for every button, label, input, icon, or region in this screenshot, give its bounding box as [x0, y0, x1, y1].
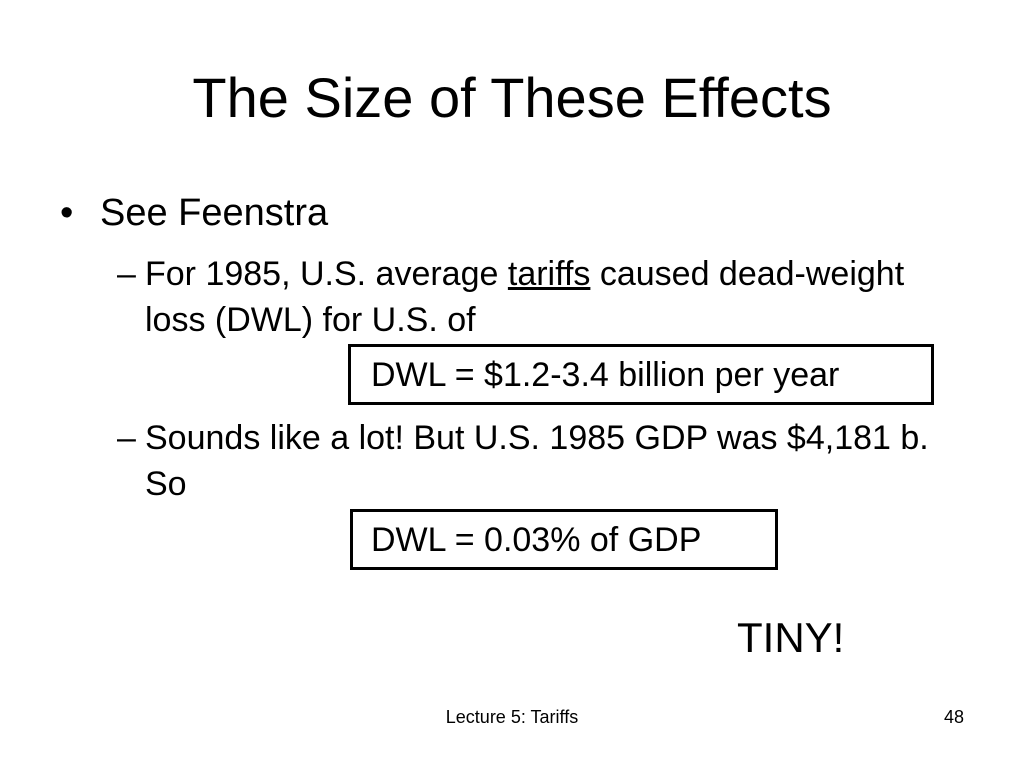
dash-icon: – [117, 419, 136, 457]
bullet-text: See Feenstra [100, 192, 329, 234]
dwl-billion-box: DWL = $1.2-3.4 billion per year [348, 344, 934, 405]
sub-bullet-1-before: For 1985, U.S. average [145, 255, 508, 293]
page-number: 48 [943, 707, 964, 727]
bullet-icon: • [60, 192, 74, 234]
sub-bullet-2: – Sounds like a lot! But U.S. 1985 GDP w… [117, 415, 937, 507]
bullet-item: • See Feenstra [60, 190, 328, 236]
footer-title: Lecture 5: Tariffs [445, 707, 579, 727]
dwl-gdp-box: DWL = 0.03% of GDP [350, 509, 778, 570]
tiny-callout: TINY! [737, 614, 845, 661]
sub-bullet-1: – For 1985, U.S. average tariffs caused … [117, 251, 937, 343]
tariffs-underlined: tariffs [507, 255, 591, 293]
dash-icon: – [117, 255, 136, 293]
slide-title: The Size of These Effects [192, 66, 832, 129]
sub-bullet-1-after: caused dead-weight loss (DWL) for U.S. o… [145, 255, 905, 339]
sub-bullet-1-text: For 1985, U.S. average tariffs caused de… [117, 251, 937, 343]
sub-bullet-2-text: Sounds like a lot! But U.S. 1985 GDP was… [145, 419, 929, 503]
